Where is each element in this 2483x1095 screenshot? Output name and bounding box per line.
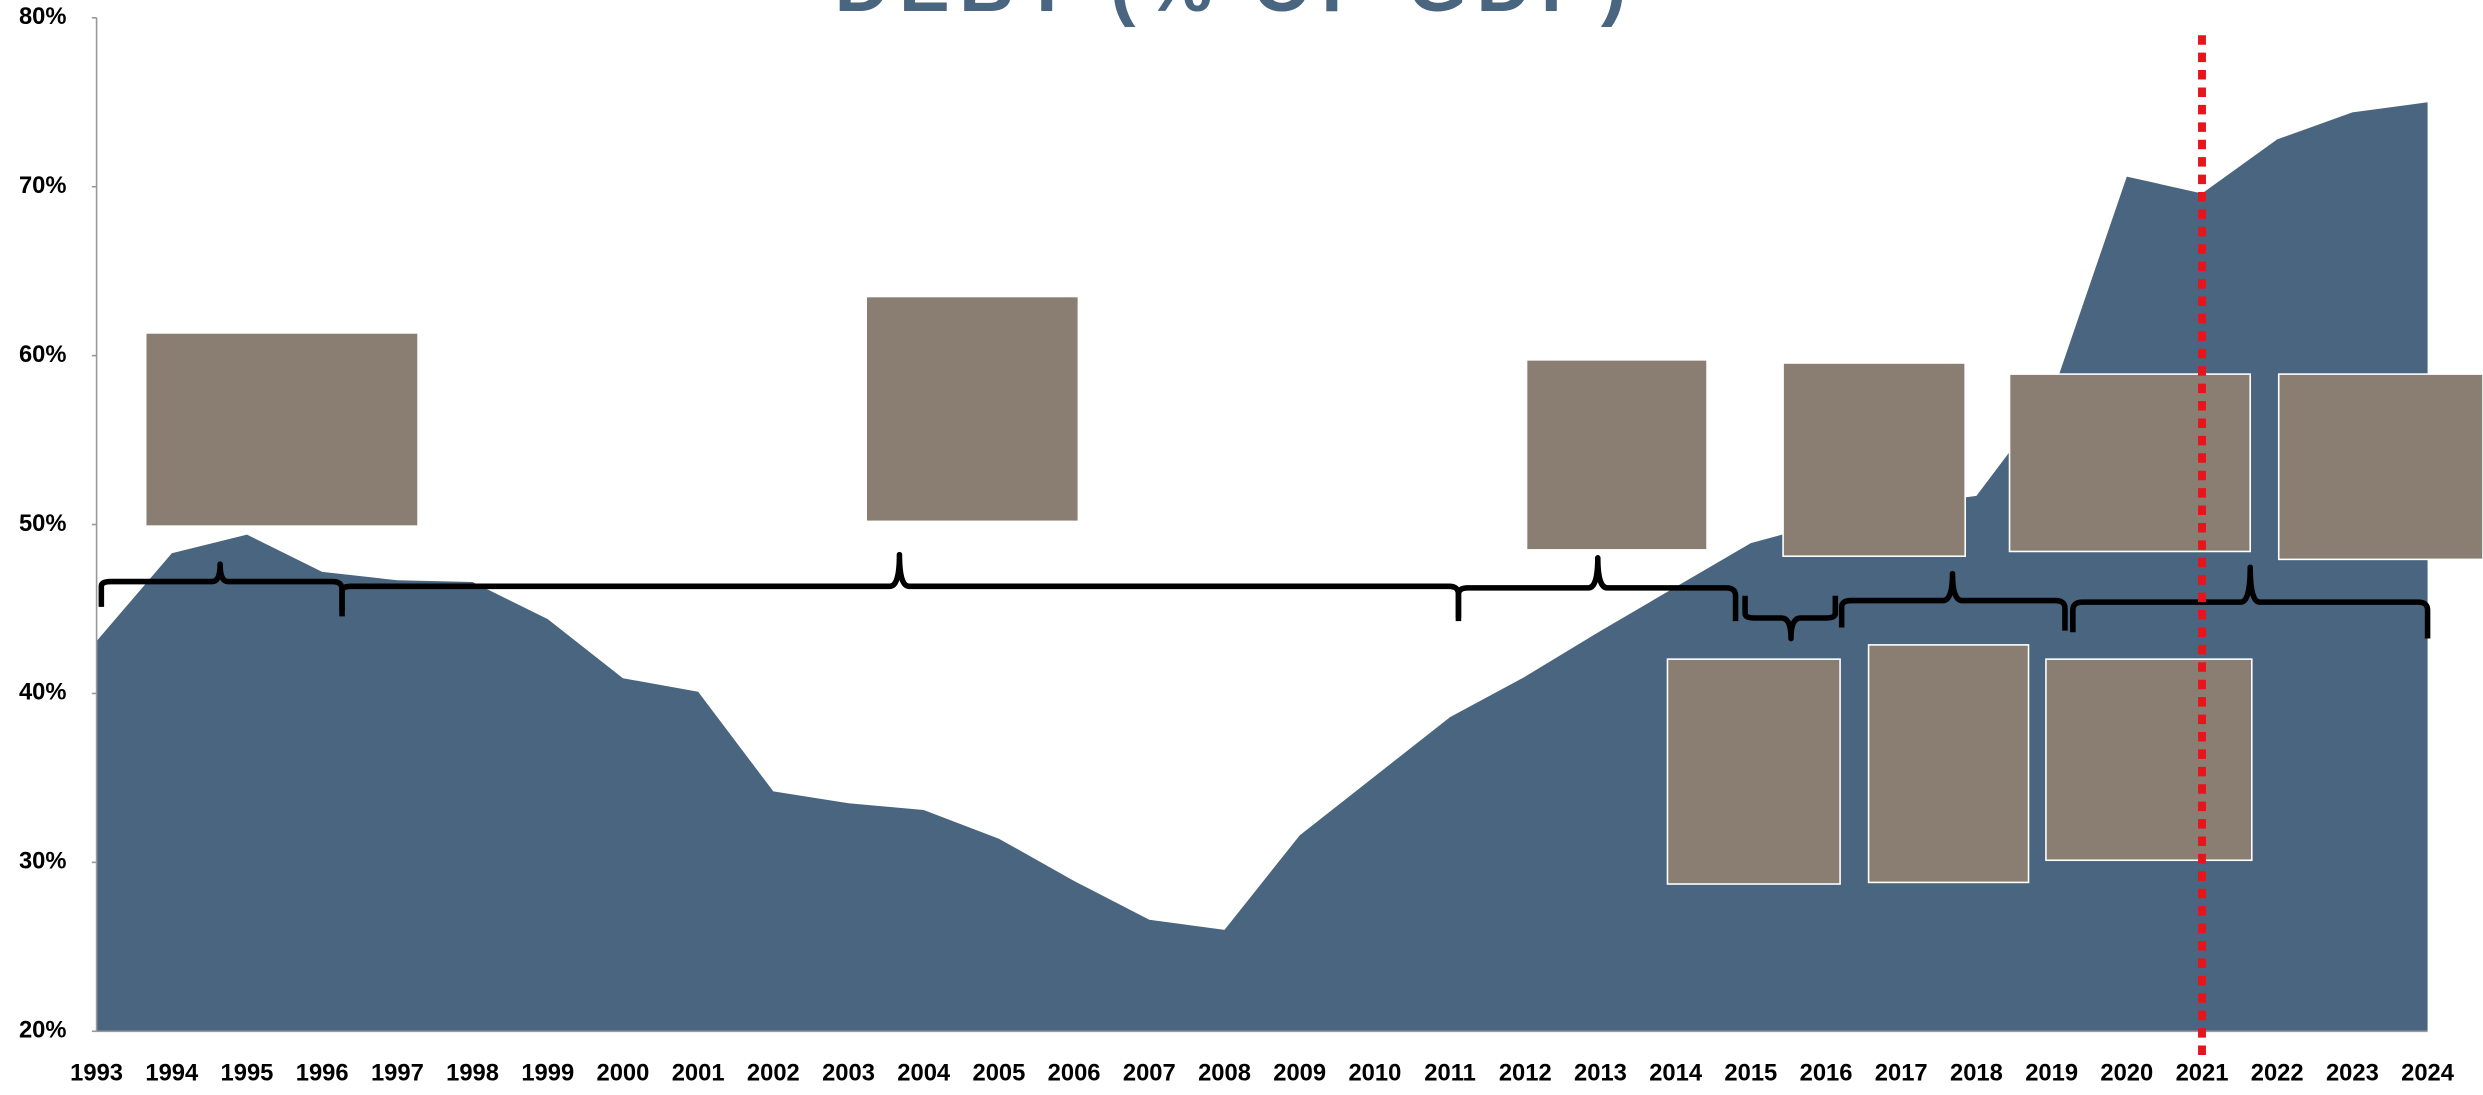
x-tick-label: 2005 [972, 1059, 1025, 1086]
photo [2277, 373, 2483, 561]
photo [2045, 658, 2253, 862]
x-tick-label: 2015 [1724, 1059, 1777, 1086]
x-tick-label: 2022 [2251, 1059, 2304, 1086]
x-tick-label: 2018 [1950, 1059, 2003, 1086]
y-tick-label: 50% [19, 510, 67, 537]
x-tick-label: 2007 [1123, 1059, 1176, 1086]
x-tick-label: 2016 [1800, 1059, 1853, 1086]
x-tick-label: 2013 [1574, 1059, 1627, 1086]
x-tick-label: 2009 [1273, 1059, 1326, 1086]
x-tick-label: 2003 [822, 1059, 875, 1086]
x-tick-label: 2000 [597, 1059, 650, 1086]
y-tick-label: 40% [19, 679, 67, 706]
y-tick-label: 60% [19, 341, 67, 368]
x-tick-label: 1995 [221, 1059, 274, 1086]
x-tick-label: 2001 [672, 1059, 725, 1086]
photo [144, 332, 419, 527]
photo [1525, 359, 1708, 551]
photo [1666, 658, 1841, 885]
brace [1455, 555, 1739, 622]
x-tick-label: 2008 [1198, 1059, 1251, 1086]
x-tick-label: 2006 [1048, 1059, 1101, 1086]
y-tick-label: 30% [19, 848, 67, 875]
y-tick-label: 70% [19, 172, 67, 199]
photo [2008, 373, 2252, 553]
photo [865, 295, 1080, 523]
area-layer [96, 102, 2428, 1032]
x-tick-label: 2021 [2176, 1059, 2229, 1086]
x-tick-label: 1997 [371, 1059, 424, 1086]
x-tick-label: 2023 [2326, 1059, 2379, 1086]
x-tick-label: 2020 [2100, 1059, 2153, 1086]
area [96, 102, 2428, 1032]
x-tick-label: 1996 [296, 1059, 349, 1086]
x-tick-label: 1993 [70, 1059, 123, 1086]
brace [339, 551, 1462, 622]
x-tick-label: 2004 [897, 1059, 951, 1086]
y-tick-label: 80% [19, 3, 67, 30]
brace [1742, 595, 1839, 642]
x-tick-label: 2002 [747, 1059, 800, 1086]
photo [1782, 362, 1966, 558]
x-tick-label: 2011 [1424, 1059, 1476, 1086]
brace [2070, 564, 2431, 639]
x-tick-label: 2014 [1649, 1059, 1703, 1086]
photo [1867, 644, 2030, 884]
x-tick-label: 2019 [2025, 1059, 2078, 1086]
x-tick-label: 1999 [521, 1059, 574, 1086]
x-tick-label: 1994 [145, 1059, 199, 1086]
x-tick-label: 1998 [446, 1059, 499, 1086]
x-tick-label: 2012 [1499, 1059, 1552, 1086]
x-tick-label: 2017 [1875, 1059, 1928, 1086]
x-tick-label: 2024 [2401, 1059, 2455, 1086]
brace [98, 561, 345, 617]
y-tick-label: 20% [19, 1017, 67, 1044]
brace [1838, 570, 2068, 631]
x-tick-label: 2010 [1348, 1059, 1401, 1086]
chart-title: DEBT (% OF GDP) [835, 0, 1636, 28]
decorations [98, 295, 2483, 885]
